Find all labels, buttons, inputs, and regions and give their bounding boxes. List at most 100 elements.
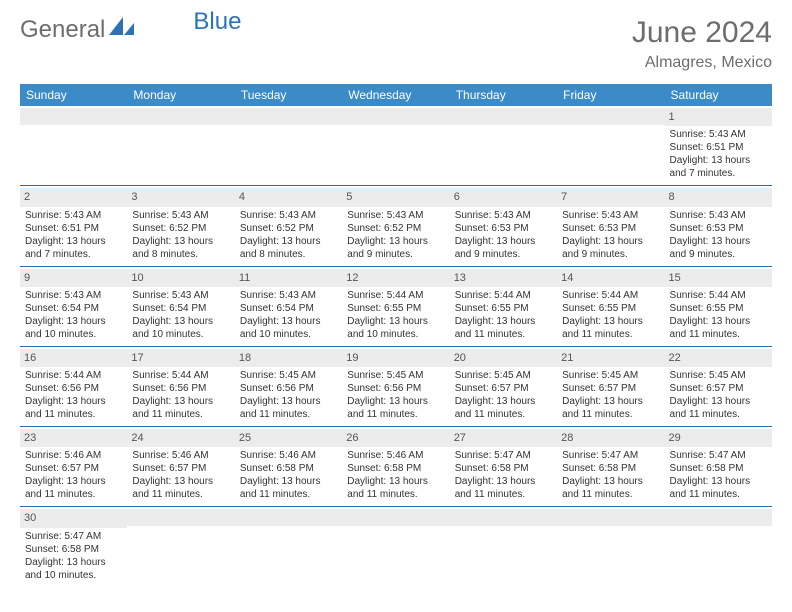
- title-block: June 2024 Almagres, Mexico: [632, 16, 772, 72]
- day-number: 22: [665, 349, 772, 367]
- day-number: [127, 509, 234, 526]
- day-info-line: Sunset: 6:57 PM: [132, 462, 229, 475]
- day-info-line: Daylight: 13 hours and 10 minutes.: [240, 315, 337, 341]
- day-info-line: Sunrise: 5:44 AM: [132, 369, 229, 382]
- day-info: Sunrise: 5:44 AMSunset: 6:55 PMDaylight:…: [455, 289, 552, 341]
- day-info-line: Daylight: 13 hours and 11 minutes.: [455, 315, 552, 341]
- day-info-line: Sunset: 6:56 PM: [347, 382, 444, 395]
- calendar-day-cell: 14Sunrise: 5:44 AMSunset: 6:55 PMDayligh…: [557, 266, 664, 346]
- weekday-header: Sunday: [20, 84, 127, 106]
- day-info-line: Daylight: 13 hours and 10 minutes.: [132, 315, 229, 341]
- day-info: Sunrise: 5:43 AMSunset: 6:52 PMDaylight:…: [240, 209, 337, 261]
- calendar-day-cell: [450, 507, 557, 587]
- day-info: Sunrise: 5:44 AMSunset: 6:56 PMDaylight:…: [25, 369, 122, 421]
- calendar-day-cell: 12Sunrise: 5:44 AMSunset: 6:55 PMDayligh…: [342, 266, 449, 346]
- day-number: 8: [665, 188, 772, 206]
- day-number: [665, 509, 772, 526]
- calendar-day-cell: 13Sunrise: 5:44 AMSunset: 6:55 PMDayligh…: [450, 266, 557, 346]
- day-info-line: Sunset: 6:54 PM: [240, 302, 337, 315]
- day-number: [557, 108, 664, 125]
- day-info-line: Daylight: 13 hours and 11 minutes.: [455, 395, 552, 421]
- day-number: 3: [127, 188, 234, 206]
- day-info-line: Daylight: 13 hours and 11 minutes.: [670, 475, 767, 501]
- calendar-day-cell: 27Sunrise: 5:47 AMSunset: 6:58 PMDayligh…: [450, 427, 557, 507]
- calendar-day-cell: [127, 106, 234, 186]
- weekday-header: Friday: [557, 84, 664, 106]
- day-info-line: Sunrise: 5:46 AM: [132, 449, 229, 462]
- day-info-line: Sunset: 6:54 PM: [132, 302, 229, 315]
- day-info: Sunrise: 5:45 AMSunset: 6:57 PMDaylight:…: [670, 369, 767, 421]
- day-info-line: Daylight: 13 hours and 11 minutes.: [347, 475, 444, 501]
- day-info-line: Sunrise: 5:45 AM: [670, 369, 767, 382]
- day-number: 1: [665, 108, 772, 126]
- day-number: 29: [665, 429, 772, 447]
- calendar-day-cell: [557, 106, 664, 186]
- day-info-line: Sunrise: 5:43 AM: [25, 209, 122, 222]
- day-info-line: Daylight: 13 hours and 11 minutes.: [347, 395, 444, 421]
- calendar-day-cell: [235, 106, 342, 186]
- calendar-day-cell: 30 Sunrise: 5:47 AMSunset: 6:58 PMDayligh…: [20, 507, 127, 587]
- day-info: Sunrise: 5:45 AMSunset: 6:56 PMDaylight:…: [240, 369, 337, 421]
- day-number: 30: [20, 509, 127, 527]
- day-info-line: Daylight: 13 hours and 10 minutes.: [347, 315, 444, 341]
- day-number: 23: [20, 429, 127, 447]
- day-info: Sunrise: 5:47 AMSunset: 6:58 PMDaylight:…: [25, 530, 122, 582]
- calendar-day-cell: [557, 507, 664, 587]
- day-info-line: Sunrise: 5:45 AM: [240, 369, 337, 382]
- brand-part2: Blue: [193, 8, 241, 36]
- day-number: 27: [450, 429, 557, 447]
- calendar-day-cell: 29Sunrise: 5:47 AMSunset: 6:58 PMDayligh…: [665, 427, 772, 507]
- day-info-line: Sunrise: 5:44 AM: [670, 289, 767, 302]
- calendar-day-cell: 28Sunrise: 5:47 AMSunset: 6:58 PMDayligh…: [557, 427, 664, 507]
- day-info-line: Sunrise: 5:46 AM: [240, 449, 337, 462]
- calendar-day-cell: 6Sunrise: 5:43 AMSunset: 6:53 PMDaylight…: [450, 186, 557, 266]
- day-info-line: Sunset: 6:51 PM: [670, 141, 767, 154]
- day-number: 9: [20, 269, 127, 287]
- calendar-day-cell: 8 Sunrise: 5:43 AMSunset: 6:53 PMDaylight…: [665, 186, 772, 266]
- day-info-line: Sunset: 6:56 PM: [25, 382, 122, 395]
- calendar-week-row: 23Sunrise: 5:46 AMSunset: 6:57 PMDayligh…: [20, 427, 772, 507]
- day-info: Sunrise: 5:45 AMSunset: 6:56 PMDaylight:…: [347, 369, 444, 421]
- day-info-line: Sunset: 6:57 PM: [25, 462, 122, 475]
- day-number: 18: [235, 349, 342, 367]
- day-info: Sunrise: 5:46 AMSunset: 6:58 PMDaylight:…: [240, 449, 337, 501]
- day-info: Sunrise: 5:43 AMSunset: 6:52 PMDaylight:…: [132, 209, 229, 261]
- calendar-day-cell: 15Sunrise: 5:44 AMSunset: 6:55 PMDayligh…: [665, 266, 772, 346]
- day-info-line: Sunset: 6:57 PM: [562, 382, 659, 395]
- day-info-line: Daylight: 13 hours and 11 minutes.: [670, 395, 767, 421]
- day-info-line: Sunset: 6:56 PM: [132, 382, 229, 395]
- calendar-day-cell: [450, 106, 557, 186]
- day-info: Sunrise: 5:43 AMSunset: 6:53 PMDaylight:…: [670, 209, 767, 261]
- calendar-header-row: SundayMondayTuesdayWednesdayThursdayFrid…: [20, 84, 772, 106]
- day-info-line: Sunset: 6:53 PM: [455, 222, 552, 235]
- day-info-line: Sunrise: 5:47 AM: [455, 449, 552, 462]
- day-number: [342, 509, 449, 526]
- day-info-line: Sunset: 6:53 PM: [562, 222, 659, 235]
- sail-icon: [109, 16, 135, 44]
- day-number: 21: [557, 349, 664, 367]
- weekday-header: Tuesday: [235, 84, 342, 106]
- day-info-line: Daylight: 13 hours and 11 minutes.: [25, 475, 122, 501]
- day-info-line: Daylight: 13 hours and 11 minutes.: [240, 475, 337, 501]
- day-info-line: Daylight: 13 hours and 11 minutes.: [562, 395, 659, 421]
- day-number: [557, 509, 664, 526]
- day-number: 7: [557, 188, 664, 206]
- calendar-week-row: 30 Sunrise: 5:47 AMSunset: 6:58 PMDayligh…: [20, 507, 772, 587]
- calendar-day-cell: 23Sunrise: 5:46 AMSunset: 6:57 PMDayligh…: [20, 427, 127, 507]
- day-info-line: Sunset: 6:52 PM: [132, 222, 229, 235]
- calendar-day-cell: 2Sunrise: 5:43 AMSunset: 6:51 PMDaylight…: [20, 186, 127, 266]
- weekday-header: Saturday: [665, 84, 772, 106]
- day-info-line: Sunset: 6:55 PM: [562, 302, 659, 315]
- day-number: [450, 509, 557, 526]
- day-info-line: Sunrise: 5:47 AM: [670, 449, 767, 462]
- calendar-day-cell: 24Sunrise: 5:46 AMSunset: 6:57 PMDayligh…: [127, 427, 234, 507]
- day-info: Sunrise: 5:43 AMSunset: 6:51 PMDaylight:…: [670, 128, 767, 180]
- day-info-line: Sunrise: 5:47 AM: [562, 449, 659, 462]
- day-info: Sunrise: 5:45 AMSunset: 6:57 PMDaylight:…: [562, 369, 659, 421]
- weekday-header: Wednesday: [342, 84, 449, 106]
- day-info-line: Daylight: 13 hours and 9 minutes.: [562, 235, 659, 261]
- day-info-line: Sunset: 6:55 PM: [347, 302, 444, 315]
- calendar-day-cell: 19Sunrise: 5:45 AMSunset: 6:56 PMDayligh…: [342, 346, 449, 426]
- day-info: Sunrise: 5:44 AMSunset: 6:55 PMDaylight:…: [347, 289, 444, 341]
- day-info-line: Daylight: 13 hours and 11 minutes.: [455, 475, 552, 501]
